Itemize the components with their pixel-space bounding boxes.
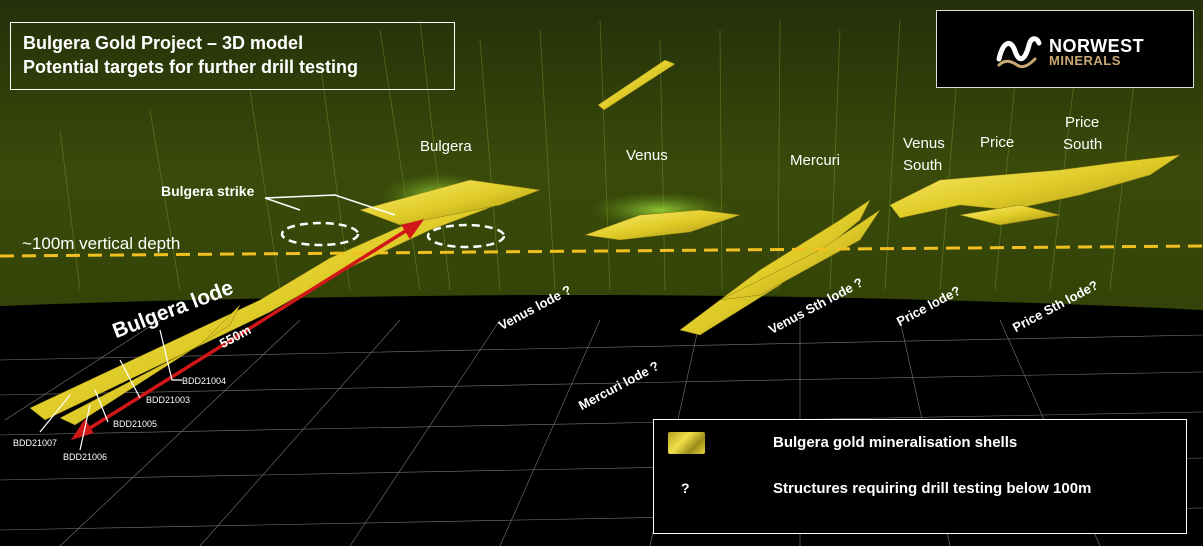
label-bulgera: Bulgera — [420, 138, 472, 155]
legend: Bulgera gold mineralisation shells ? Str… — [653, 419, 1187, 534]
label-venus-south-1: Venus — [903, 135, 945, 152]
label-bdd21003: BDD21003 — [146, 395, 191, 405]
strike-ellipse-east — [426, 223, 506, 249]
label-venus: Venus — [626, 147, 668, 164]
surface-band — [0, 0, 1203, 310]
label-bdd21007: BDD21007 — [13, 438, 58, 448]
legend-swatch-shells — [668, 432, 705, 454]
legend-symbol-question: ? — [681, 480, 690, 496]
label-strike: Bulgera strike — [161, 183, 255, 199]
legend-label-shells: Bulgera gold mineralisation shells — [773, 434, 1018, 451]
label-price: Price — [980, 134, 1015, 151]
drillhole-pointers — [39, 329, 182, 451]
company-logo: NORWEST MINERALS — [936, 10, 1194, 88]
strike-ellipse-west — [280, 221, 360, 247]
title-line-1: Bulgera Gold Project – 3D model — [23, 33, 304, 53]
logo-name: NORWEST — [1049, 36, 1145, 56]
label-venus-south-2: South — [903, 157, 943, 174]
legend-label-structures: Structures requiring drill testing below… — [773, 480, 1092, 497]
strike-pointer — [264, 194, 396, 216]
label-bdd21004: BDD21004 — [182, 376, 227, 386]
label-price-south-1: Price — [1065, 114, 1100, 131]
label-depth: ~100m vertical depth — [22, 234, 181, 253]
depth-line — [0, 244, 1203, 258]
title-line-2: Potential targets for further drill test… — [23, 57, 359, 77]
mineralisation-shells — [29, 59, 1181, 426]
logo-sub: MINERALS — [1049, 53, 1121, 68]
label-mercuri: Mercuri — [790, 152, 841, 169]
norwest-wave-logo-icon — [996, 36, 1042, 69]
label-price-south-2: South — [1063, 136, 1103, 153]
label-bdd21005: BDD21005 — [113, 419, 158, 429]
title-box: Bulgera Gold Project – 3D model Potentia… — [10, 22, 455, 90]
label-bdd21006: BDD21006 — [63, 452, 108, 462]
